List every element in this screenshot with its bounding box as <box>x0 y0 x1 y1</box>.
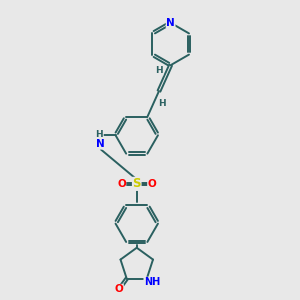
Text: H: H <box>155 66 163 75</box>
Text: H: H <box>95 130 103 139</box>
Text: N: N <box>166 18 175 28</box>
Text: O: O <box>117 179 126 189</box>
Text: S: S <box>133 177 141 190</box>
Text: O: O <box>148 179 156 189</box>
Text: O: O <box>115 284 123 294</box>
Text: H: H <box>159 99 166 108</box>
Text: NH: NH <box>144 277 160 287</box>
Text: N: N <box>97 139 105 149</box>
